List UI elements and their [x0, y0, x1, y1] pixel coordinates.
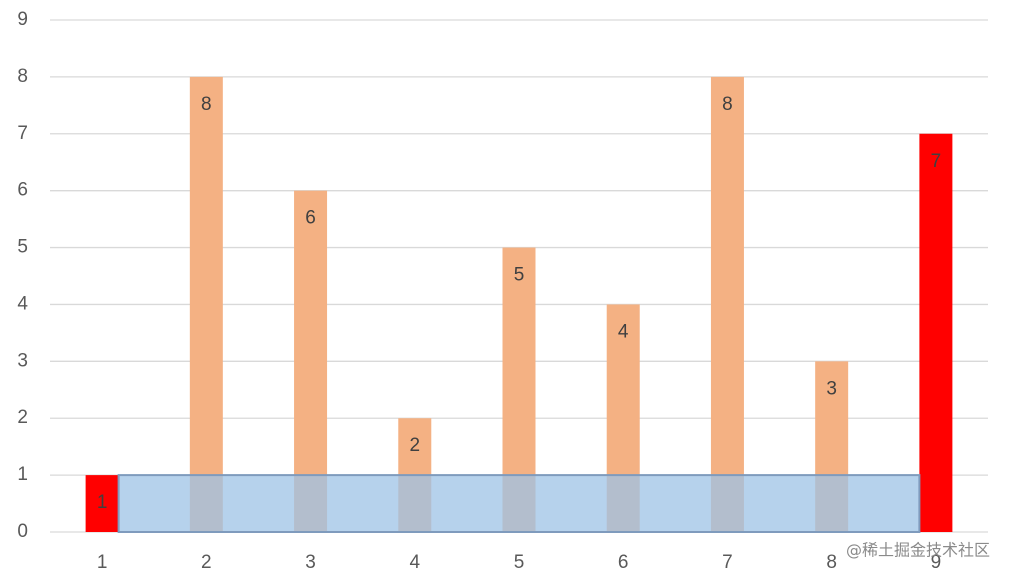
bar-label: 7	[931, 151, 942, 172]
y-tick-label: 4	[17, 293, 28, 314]
bar-label: 6	[305, 208, 316, 229]
x-tick-label: 3	[305, 552, 316, 573]
x-tick-label: 9	[931, 552, 942, 573]
y-tick-label: 7	[17, 123, 28, 144]
x-tick-label: 1	[97, 552, 108, 573]
bar-label: 4	[618, 321, 629, 342]
bar-label: 3	[826, 378, 837, 399]
y-tick-label: 0	[17, 521, 28, 542]
y-tick-label: 3	[17, 350, 28, 371]
x-tick-label: 2	[201, 552, 212, 573]
y-tick-label: 6	[17, 180, 28, 201]
y-tick-label: 1	[17, 464, 28, 485]
y-tick-label: 5	[17, 237, 28, 258]
bar-label: 2	[409, 435, 420, 456]
bar	[85, 475, 119, 532]
x-tick-label: 8	[826, 552, 837, 573]
bar-label: 8	[722, 94, 733, 115]
y-tick-label: 9	[17, 9, 28, 30]
bar	[919, 133, 953, 532]
bar-label: 5	[514, 265, 525, 286]
bar	[189, 76, 223, 532]
water-area	[117, 474, 921, 534]
x-tick-label: 4	[409, 552, 420, 573]
bar	[710, 76, 744, 532]
bar-label: 1	[97, 492, 108, 513]
x-tick-label: 7	[722, 552, 733, 573]
x-tick-label: 5	[514, 552, 525, 573]
y-tick-label: 8	[17, 66, 28, 87]
x-tick-label: 6	[618, 552, 629, 573]
watermark: @稀土掘金技术社区	[846, 541, 990, 560]
bar-label: 8	[201, 94, 212, 115]
y-tick-label: 2	[17, 407, 28, 428]
